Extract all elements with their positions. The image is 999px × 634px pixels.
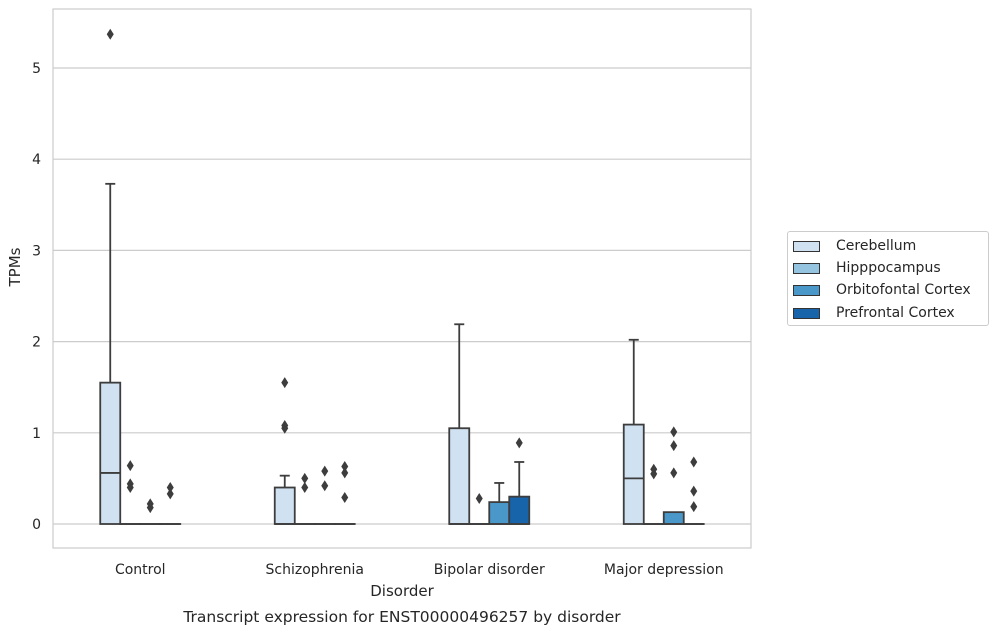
box-iqr <box>508 495 531 525</box>
box-iqr <box>622 423 645 525</box>
box-prefrontal-cortex-control <box>159 482 182 525</box>
outlier-point <box>690 501 698 513</box>
outlier-point <box>690 456 698 468</box>
outlier-point <box>670 467 678 479</box>
legend-swatch-cerebellum <box>793 240 820 252</box>
outlier-point <box>281 420 289 432</box>
legend-swatch-prefrontal <box>793 307 820 319</box>
outlier-point <box>670 426 678 438</box>
outlier-point <box>166 482 174 494</box>
legend-label-cerebellum: Cerebellum <box>836 238 917 254</box>
legend-item-hippocampus: Hipppocampus <box>793 259 941 277</box>
legend-item-cerebellum: Cerebellum <box>793 237 916 255</box>
box-prefrontal-cortex-major-depression <box>682 456 705 525</box>
y-tick-label: 5 <box>32 61 41 77</box>
chart-title: Transcript expression for ENST0000049625… <box>182 608 621 626</box>
box-cerebellum-major-depression <box>622 338 645 525</box>
box-orbitofontal-cortex-schizophrenia <box>313 465 336 525</box>
box-iqr <box>662 511 685 525</box>
box-hipppocampus-schizophrenia <box>293 472 316 525</box>
y-tick-labels: 0 1 2 3 4 5 <box>32 61 41 533</box>
outlier-point <box>341 467 349 479</box>
outlier-point <box>106 28 114 40</box>
outlier-point <box>670 440 678 452</box>
x-axis-label: Disorder <box>370 582 434 600</box>
y-tick-label: 3 <box>32 243 41 259</box>
outlier-point <box>321 465 329 477</box>
outlier-point <box>146 498 154 510</box>
legend: Cerebellum Hipppocampus Orbitofontal Cor… <box>787 231 989 326</box>
box-orbitofontal-cortex-major-depression <box>662 426 685 525</box>
x-tick-label-control: Control <box>115 562 166 578</box>
x-tick-label-major-depression: Major depression <box>604 562 724 578</box>
box-prefrontal-cortex-schizophrenia <box>333 461 356 525</box>
outlier-point <box>650 463 658 475</box>
grid-lines <box>53 67 751 525</box>
outlier-point <box>341 461 349 473</box>
outlier-point <box>321 480 329 492</box>
box-iqr <box>488 501 511 525</box>
legend-label-orbitofrontal: Orbitofontal Cortex <box>836 282 971 298</box>
outlier-point <box>166 488 174 500</box>
box-hipppocampus-major-depression <box>642 463 665 525</box>
outlier-point <box>690 485 698 497</box>
y-tick-label: 0 <box>32 517 41 533</box>
box-series <box>99 28 705 525</box>
box-iqr <box>448 427 471 525</box>
legend-item-prefrontal: Prefrontal Cortex <box>793 304 955 322</box>
box-orbitofontal-cortex-bipolar-disorder <box>488 482 511 525</box>
box-orbitofontal-cortex-control <box>139 498 162 525</box>
x-tick-labels: Control Schizophrenia Bipolar disorder Majo… <box>115 562 724 578</box>
box-cerebellum-bipolar-disorder <box>448 323 471 525</box>
outlier-point <box>515 437 523 449</box>
outlier-point <box>126 460 134 472</box>
box-iqr <box>273 486 296 525</box>
box-hipppocampus-bipolar-disorder <box>468 492 491 525</box>
outlier-point <box>126 478 134 490</box>
y-axis-label: TPMs <box>6 247 24 287</box>
outlier-point <box>281 377 289 389</box>
outlier-point <box>341 492 349 504</box>
box-prefrontal-cortex-bipolar-disorder <box>508 437 531 525</box>
outlier-point <box>475 492 483 504</box>
y-tick-label: 4 <box>32 152 41 168</box>
x-tick-label-bipolar-disorder: Bipolar disorder <box>434 562 545 578</box>
box-hipppocampus-control <box>119 460 142 525</box>
x-tick-label-schizophrenia: Schizophrenia <box>266 562 364 578</box>
legend-item-orbitofrontal: Orbitofontal Cortex <box>793 281 971 299</box>
outlier-point <box>301 472 309 484</box>
legend-swatch-hippocampus <box>793 262 820 274</box>
outlier-point <box>301 482 309 494</box>
legend-label-hippocampus: Hipppocampus <box>836 260 941 276</box>
legend-label-prefrontal: Prefrontal Cortex <box>836 305 955 321</box>
y-tick-label: 1 <box>32 426 41 442</box>
box-cerebellum-control <box>99 28 122 525</box>
box-cerebellum-schizophrenia <box>273 377 296 525</box>
plot-frame <box>52 8 752 549</box>
y-tick-label: 2 <box>32 335 41 351</box>
legend-swatch-orbitofrontal <box>793 284 820 296</box>
box-iqr <box>99 381 122 525</box>
